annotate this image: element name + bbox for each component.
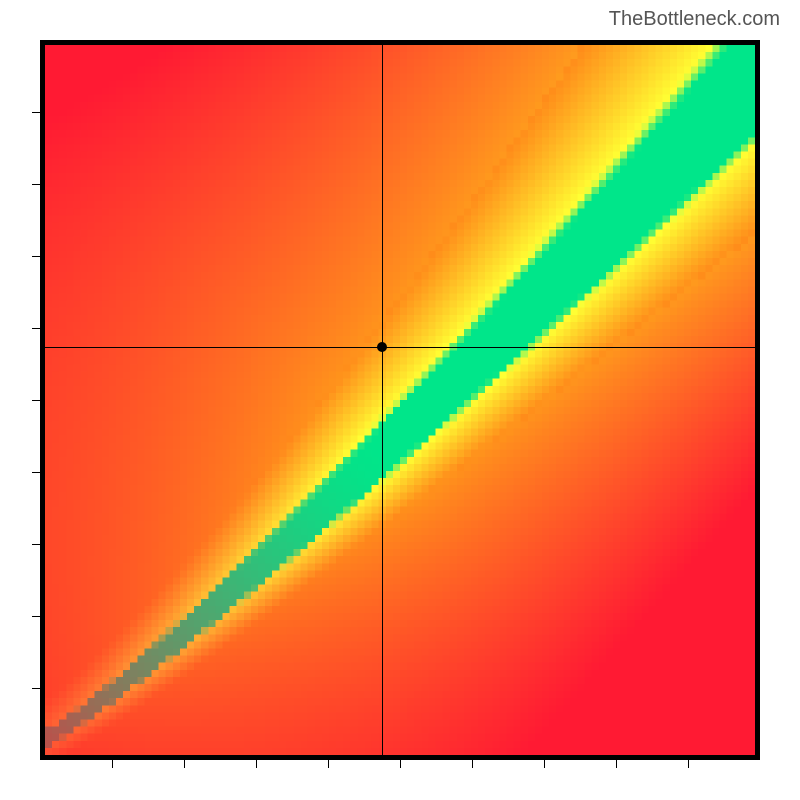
tick-bottom [256, 760, 257, 768]
tick-left [32, 616, 40, 617]
tick-left [32, 544, 40, 545]
tick-left [32, 112, 40, 113]
tick-bottom [112, 760, 113, 768]
tick-left [32, 328, 40, 329]
tick-left [32, 400, 40, 401]
crosshair-vertical [382, 45, 383, 755]
tick-bottom [544, 760, 545, 768]
tick-bottom [472, 760, 473, 768]
tick-left [32, 688, 40, 689]
tick-left [32, 256, 40, 257]
tick-left [32, 472, 40, 473]
heatmap-canvas [45, 45, 755, 755]
tick-bottom [184, 760, 185, 768]
watermark-text: TheBottleneck.com [609, 8, 780, 31]
chart-container: TheBottleneck.com [0, 0, 800, 800]
tick-left [32, 184, 40, 185]
tick-bottom [328, 760, 329, 768]
data-point-marker [377, 342, 387, 352]
heatmap-plot [40, 40, 760, 760]
tick-bottom [616, 760, 617, 768]
tick-bottom [400, 760, 401, 768]
crosshair-horizontal [45, 347, 755, 348]
tick-bottom [688, 760, 689, 768]
